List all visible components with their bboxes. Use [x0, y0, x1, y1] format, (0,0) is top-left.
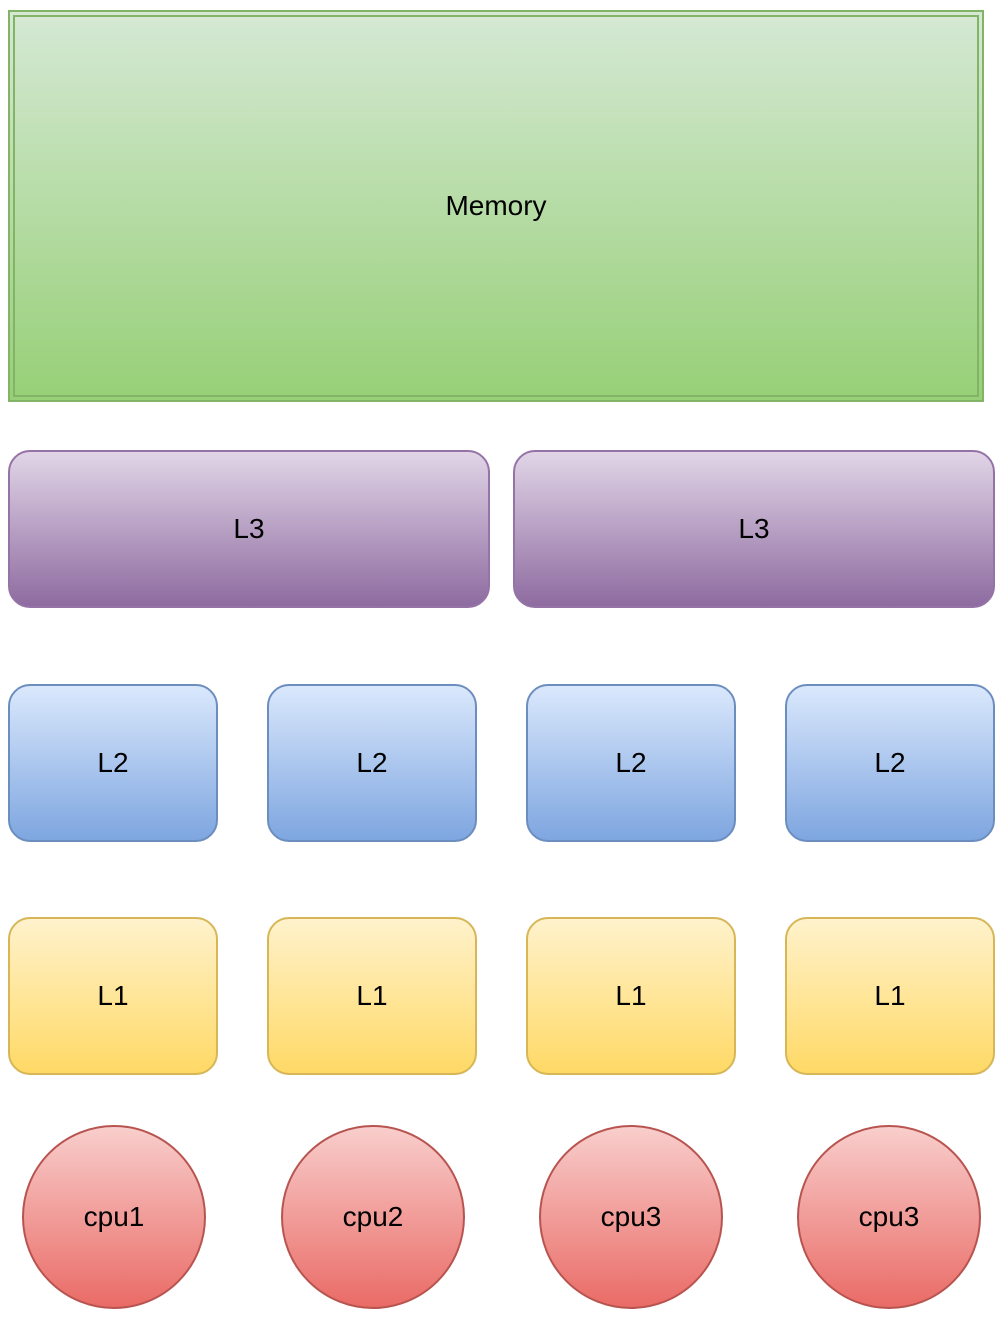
l2-cache-block: L2 [785, 684, 995, 842]
l3-cache-label: L3 [233, 513, 265, 544]
cpu-label: cpu1 [83, 1201, 145, 1232]
memory-block: Memory [8, 10, 984, 402]
l2-cache-block: L2 [526, 684, 736, 842]
cpu-node: cpu3 [797, 1125, 981, 1309]
l1-cache-label: L1 [615, 980, 647, 1011]
memory-label: Memory [445, 190, 547, 221]
l2-cache-label: L2 [615, 747, 647, 778]
l3-cache-block: L3 [513, 450, 995, 608]
l1-cache-block: L1 [526, 917, 736, 1075]
cpu-label: cpu3 [600, 1201, 662, 1232]
l1-cache-block: L1 [785, 917, 995, 1075]
l2-cache-label: L2 [356, 747, 388, 778]
cpu-node: cpu1 [22, 1125, 206, 1309]
cpu-label: cpu3 [858, 1201, 920, 1232]
l2-cache-label: L2 [97, 747, 129, 778]
cpu-node: cpu3 [539, 1125, 723, 1309]
l1-cache-block: L1 [267, 917, 477, 1075]
l1-cache-label: L1 [356, 980, 388, 1011]
l3-cache-label: L3 [738, 513, 770, 544]
l2-cache-block: L2 [8, 684, 218, 842]
l3-cache-block: L3 [8, 450, 490, 608]
l1-cache-block: L1 [8, 917, 218, 1075]
l1-cache-label: L1 [874, 980, 906, 1011]
l2-cache-label: L2 [874, 747, 906, 778]
cpu-node: cpu2 [281, 1125, 465, 1309]
l2-cache-block: L2 [267, 684, 477, 842]
l1-cache-label: L1 [97, 980, 129, 1011]
cpu-label: cpu2 [342, 1201, 404, 1232]
